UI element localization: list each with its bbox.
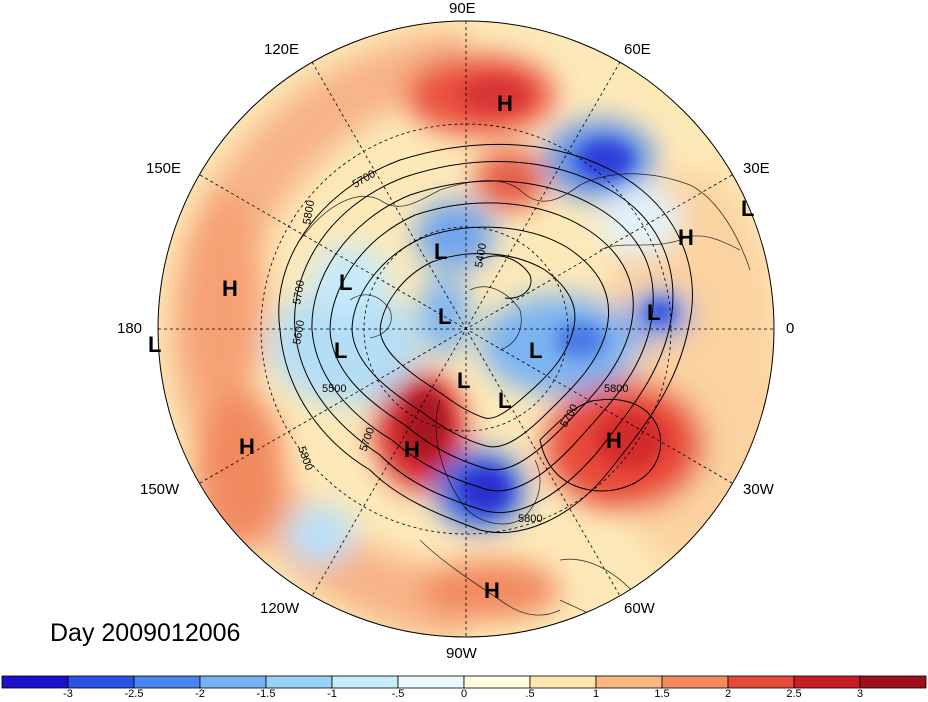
colorbar-swatch [595, 675, 663, 689]
day-title: Day 2009012006 [50, 619, 241, 647]
longitude-label-0: 0 [786, 320, 795, 337]
colorbar-swatch [727, 675, 795, 689]
colorbar-swatch [793, 675, 861, 689]
contour-label: 5800 [604, 383, 628, 395]
longitude-label-180: 180 [117, 320, 143, 337]
colorbar-tick-label: -1 [327, 688, 337, 700]
contour-label: 5600 [291, 319, 307, 345]
longitude-label-60w: 60W [624, 600, 655, 617]
high-pressure-marker: H [484, 578, 500, 603]
colorbar-tick-label: -3 [63, 688, 73, 700]
colorbar-swatch [661, 675, 729, 689]
contour-label: 5800 [301, 199, 317, 225]
low-pressure-marker: L [438, 304, 452, 329]
low-pressure-marker: L [148, 332, 162, 357]
colorbar-swatch [529, 675, 597, 689]
high-pressure-marker: H [239, 434, 255, 459]
high-pressure-marker: H [606, 428, 622, 453]
longitude-label-120e: 120E [264, 41, 300, 58]
high-pressure-marker: H [222, 276, 238, 301]
longitude-label-90w: 90W [446, 645, 477, 662]
low-pressure-marker: L [334, 338, 348, 363]
colorbar-tick-label: 3 [856, 688, 864, 700]
longitude-label-30e: 30E [743, 160, 770, 177]
colorbar-swatch [67, 675, 135, 689]
colorbar [1, 675, 927, 689]
colorbar-tick-label: 2.5 [786, 688, 802, 700]
low-pressure-marker: L [339, 270, 353, 295]
high-pressure-marker: H [404, 437, 420, 462]
longitude-label-150w: 150W [140, 481, 180, 498]
colorbar-tick-label: -2.5 [124, 688, 144, 700]
longitude-label-120w: 120W [260, 600, 300, 617]
colorbar-swatch [199, 675, 267, 689]
colorbar-swatch [331, 675, 399, 689]
colorbar-tick-label: 0 [460, 688, 468, 700]
longitude-label-150e: 150E [146, 160, 182, 177]
contour-label: 5400 [473, 242, 489, 268]
colorbar-tick-label: -2 [195, 688, 205, 700]
colorbar-swatch [1, 675, 69, 689]
low-pressure-marker: L [647, 300, 661, 325]
longitude-label-60e: 60E [624, 41, 651, 58]
graticule [158, 21, 774, 637]
colorbar-swatch [397, 675, 465, 689]
colorbar-tick-label: 1.5 [654, 688, 670, 700]
polar-stereographic-map: 5700 5800 5700 5600 5500 5800 5700 5700 … [157, 20, 775, 638]
low-pressure-marker: L [529, 338, 543, 363]
colorbar-tick-label: .5 [525, 688, 535, 700]
low-pressure-marker: L [434, 239, 448, 264]
low-pressure-marker: L [457, 368, 471, 393]
contour-label: 5700 [291, 279, 307, 305]
contour-label: 5500 [322, 383, 346, 395]
colorbar-swatch [463, 675, 531, 689]
colorbar-tick-label: -1.5 [256, 688, 276, 700]
map-boundary [157, 20, 775, 638]
longitude-label-90e: 90E [449, 0, 476, 17]
colorbar-tick-label: -.5 [391, 688, 405, 700]
colorbar-tick-label: 2 [724, 688, 732, 700]
high-pressure-marker: H [497, 91, 513, 116]
low-pressure-marker: L [498, 388, 512, 413]
colorbar-swatch [133, 675, 201, 689]
contour-label: 5800 [518, 513, 542, 525]
low-pressure-marker: L [741, 196, 755, 221]
anomaly-field [158, 21, 774, 637]
colorbar-swatch [859, 675, 927, 689]
colorbar-swatch [265, 675, 333, 689]
high-pressure-marker: H [678, 225, 694, 250]
longitude-label-30w: 30W [743, 481, 774, 498]
colorbar-tick-label: 1 [592, 688, 600, 700]
